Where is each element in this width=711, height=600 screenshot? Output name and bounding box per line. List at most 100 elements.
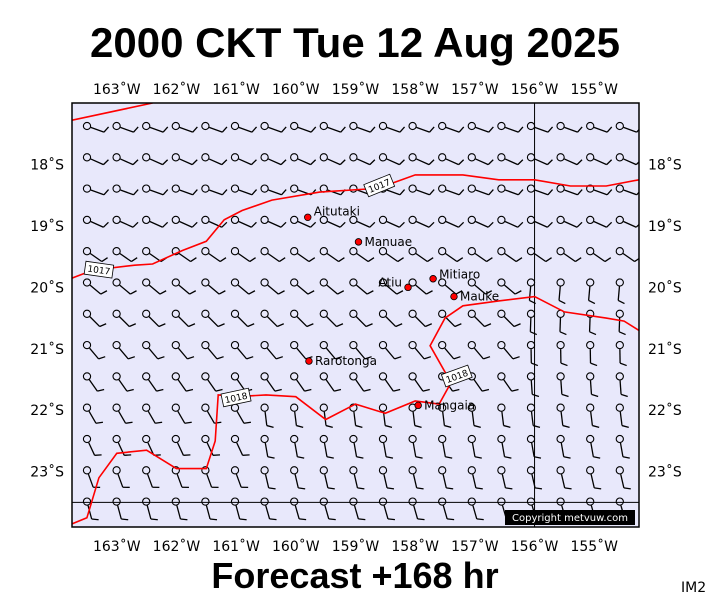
copyright-badge: Copyright metvuw.com	[505, 510, 635, 525]
wind-barb	[319, 372, 342, 392]
wind-barb	[497, 340, 520, 360]
wind-barb	[438, 434, 453, 459]
wind-barb	[467, 466, 483, 490]
wind-barb	[408, 121, 435, 133]
wind-barb	[526, 153, 553, 166]
wind-barb	[556, 466, 572, 490]
wind-barb	[142, 372, 164, 392]
lon-label-top: 157˚W	[451, 81, 499, 98]
place-dot	[354, 238, 363, 246]
place-label: Rarotonga	[315, 354, 377, 368]
wind-barb	[171, 403, 192, 424]
wind-barb	[497, 309, 521, 328]
map-frame	[71, 102, 640, 528]
wind-barb	[438, 153, 465, 166]
wind-barb	[142, 278, 167, 295]
wind-barb	[319, 340, 343, 360]
wind-barb	[349, 247, 375, 263]
lon-label-bottom: 157˚W	[451, 538, 499, 555]
wind-barb	[556, 434, 571, 459]
wind-barb	[467, 340, 491, 360]
wind-barb	[319, 497, 336, 521]
wind-barb	[467, 184, 494, 196]
wind-barb	[615, 372, 628, 398]
wind-barb	[201, 184, 228, 196]
wind-barb	[260, 497, 277, 521]
isobar-line	[72, 295, 639, 525]
wind-barb	[586, 340, 598, 367]
wind-barb	[201, 309, 225, 328]
wind-barb	[586, 121, 613, 133]
wind-barb	[497, 153, 524, 166]
wind-barb	[467, 434, 482, 459]
lon-label-top: 162˚W	[153, 81, 201, 98]
wind-barb	[171, 372, 194, 392]
wind-barb	[319, 434, 334, 459]
wind-barb	[586, 247, 612, 263]
wind-barb	[290, 403, 304, 428]
wind-barb	[319, 466, 335, 490]
longitude-labels-top: 163˚W 162˚W 161˚W 160˚W 159˚W 158˚W 157˚W 156˚W…	[93, 81, 618, 107]
wind-barb	[408, 309, 433, 328]
place-marker: Atiu	[378, 275, 412, 292]
wind-barb	[230, 497, 247, 521]
wind-barb	[438, 340, 461, 360]
wind-barb	[615, 434, 630, 459]
lat-label-right: 22˚S	[648, 402, 682, 419]
wind-barb	[526, 434, 542, 459]
place-marker: Rarotonga	[305, 354, 377, 368]
wind-barb	[230, 278, 256, 295]
wind-barb	[438, 466, 454, 490]
wind-barb	[497, 434, 512, 459]
wind-barb	[378, 278, 404, 295]
lon-label-bottom: 155˚W	[570, 538, 618, 555]
wind-barb	[497, 215, 524, 228]
wind-barb	[260, 121, 287, 133]
wind-barb	[82, 403, 104, 424]
wind-barb	[201, 466, 219, 489]
wind-barb	[378, 153, 405, 166]
wind-barb	[112, 497, 129, 521]
place-dot	[304, 213, 312, 221]
wind-barb	[230, 466, 249, 489]
place-marker: Mangaia	[414, 398, 475, 412]
place-dot	[404, 283, 412, 292]
wind-barb	[112, 215, 139, 228]
wind-barbs-layer	[82, 121, 639, 521]
place-marker: Mauke	[450, 290, 499, 304]
wind-barb	[349, 497, 366, 521]
wind-barb	[230, 153, 257, 166]
lat-label-left: 23˚S	[30, 464, 64, 481]
wind-barb	[112, 309, 137, 328]
wind-barb	[378, 215, 405, 228]
wind-barb	[82, 309, 107, 328]
lat-label-left: 20˚S	[30, 279, 64, 296]
lon-label-bottom: 160˚W	[272, 538, 320, 555]
wind-barb	[142, 184, 169, 196]
wind-barb	[526, 466, 543, 490]
wind-barb	[260, 309, 285, 328]
wind-barb	[438, 184, 465, 196]
lat-label-right: 20˚S	[648, 279, 682, 296]
wind-barb	[586, 309, 597, 336]
wind-barb	[82, 434, 102, 456]
wind-barb	[112, 340, 136, 360]
forecast-subtitle: Forecast +168 hr	[211, 555, 498, 596]
place-label: Mitiaro	[439, 268, 480, 282]
wind-barb	[142, 121, 169, 133]
wind-barb	[142, 340, 165, 360]
wind-barb	[319, 247, 345, 263]
wind-barb	[556, 340, 568, 367]
wind-barb	[82, 340, 106, 360]
isobar-line	[72, 103, 153, 121]
wind-barb	[260, 184, 287, 196]
wind-barb	[526, 403, 541, 428]
wind-barb	[615, 403, 629, 428]
wind-barb	[378, 466, 395, 490]
wind-barb	[497, 466, 513, 490]
wind-barb	[408, 184, 435, 196]
wind-barb	[378, 497, 395, 521]
wind-barb	[260, 215, 287, 228]
wind-barb	[290, 434, 305, 459]
